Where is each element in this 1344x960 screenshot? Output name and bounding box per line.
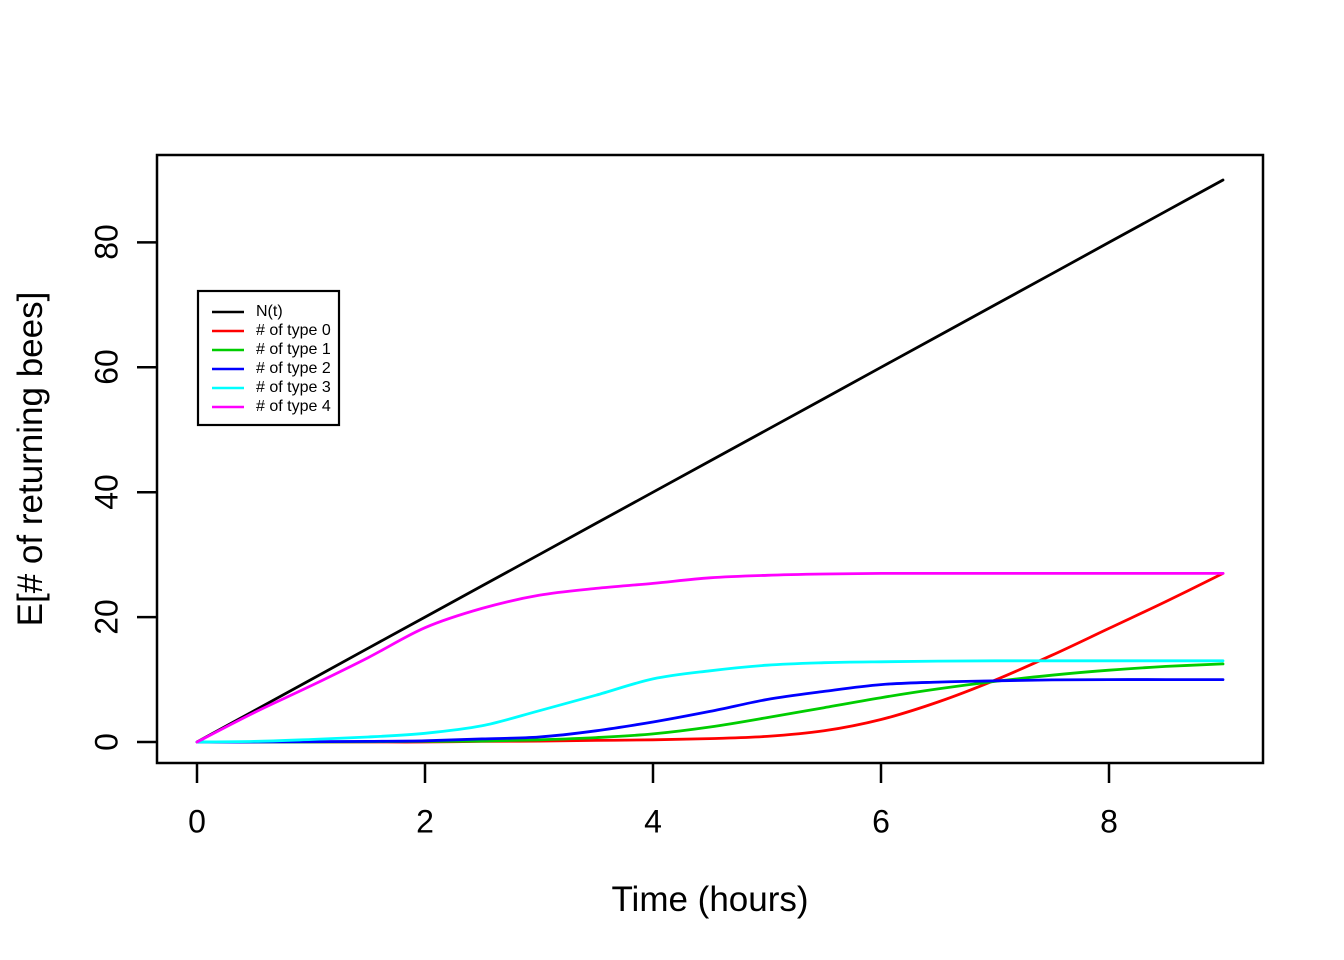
- y-tick-label: 60: [88, 349, 125, 386]
- series-line--of-type-1: [195, 662, 1225, 744]
- series-line--of-type-2: [195, 678, 1225, 744]
- x-tick-label: 4: [644, 803, 662, 840]
- y-tick-label: 80: [88, 224, 125, 261]
- x-tick-label: 8: [1100, 803, 1118, 840]
- y-tick-label: 0: [88, 733, 125, 751]
- axis-ticks: [137, 241, 1111, 783]
- plot-border-box: [155, 153, 1265, 765]
- y-tick-label: 40: [88, 474, 125, 510]
- legend-label: # of type 4: [256, 398, 331, 415]
- y-axis-title: E[# of returning bees]: [11, 291, 50, 627]
- series-curves: [195, 178, 1225, 744]
- series-line-n-t-: [195, 178, 1225, 744]
- legend-label: # of type 1: [256, 341, 331, 358]
- x-tick-label: 6: [872, 803, 890, 840]
- legend-box: [196, 289, 341, 427]
- legend-line-samples: [212, 310, 244, 409]
- y-tick-label: 20: [88, 599, 125, 635]
- x-axis-title: Time (hours): [611, 880, 809, 919]
- legend-label: N(t): [256, 303, 283, 320]
- legend-label: # of type 2: [256, 360, 331, 377]
- legend-label: # of type 0: [256, 322, 331, 339]
- series-line--of-type-4: [195, 571, 1225, 744]
- x-tick-label: 2: [416, 803, 434, 840]
- x-tick-label: 0: [188, 803, 206, 840]
- legend-label: # of type 3: [256, 379, 331, 396]
- series-line--of-type-3: [195, 659, 1225, 744]
